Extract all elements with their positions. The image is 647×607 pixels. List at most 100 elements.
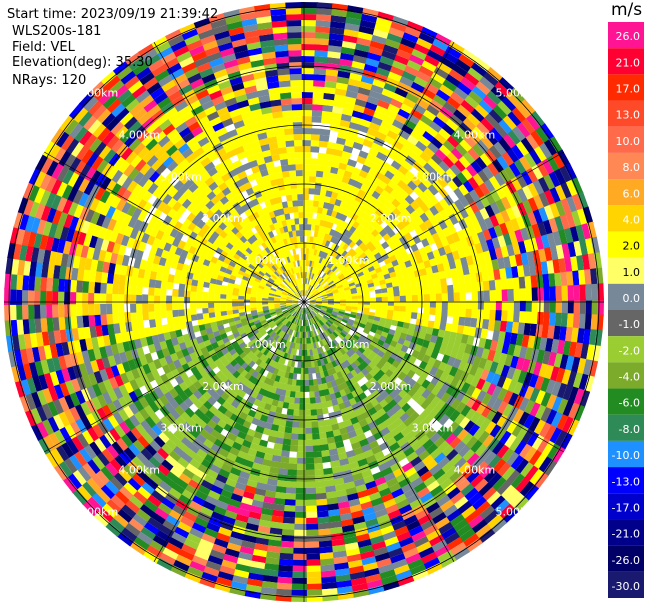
radar-gate — [302, 278, 304, 284]
radar-gate — [461, 465, 476, 480]
radar-gate — [260, 507, 274, 516]
radar-gate — [320, 401, 328, 409]
radar-gate — [92, 346, 102, 360]
radar-gate — [299, 230, 304, 237]
radar-gate — [339, 331, 347, 338]
radar-gate — [136, 346, 145, 358]
radar-gate — [158, 221, 169, 233]
radar-gate — [309, 304, 315, 308]
radar-gate — [290, 577, 307, 584]
radar-gate — [216, 35, 233, 47]
radar-gate — [302, 98, 314, 105]
radar-gate — [173, 275, 181, 284]
radar-gate — [304, 379, 310, 386]
radar-gate — [132, 206, 143, 220]
radar-gate — [242, 79, 257, 89]
radar-gate — [284, 327, 290, 334]
radar-gate — [289, 62, 303, 69]
radar-gate — [315, 402, 322, 410]
radar-gate — [276, 400, 284, 408]
radar-gate — [319, 319, 325, 326]
radar-gate — [108, 475, 124, 491]
radar-gate — [292, 415, 300, 422]
radar-gate — [212, 505, 227, 516]
radar-gate — [346, 559, 363, 569]
radar-gate — [429, 121, 443, 134]
radar-gate — [314, 480, 326, 488]
radar-gate — [319, 444, 329, 452]
radar-gate — [304, 373, 309, 380]
radar-gate — [74, 403, 86, 419]
radar-gate — [329, 33, 345, 41]
radar-gate — [274, 295, 281, 299]
radar-gate — [198, 274, 206, 282]
radar-gate — [226, 302, 233, 307]
radar-gate — [287, 360, 293, 367]
radar-gate — [518, 346, 528, 360]
radar-gate — [236, 430, 247, 440]
radar-gate — [143, 459, 158, 473]
radar-gate — [375, 216, 385, 226]
radar-gate — [302, 307, 304, 314]
radar-gate — [270, 99, 283, 107]
radar-gate — [100, 238, 110, 252]
radar-gate — [365, 57, 381, 68]
radar-gate — [536, 349, 546, 365]
radar-gate — [133, 387, 144, 400]
radar-gate — [240, 11, 258, 21]
radar-gate — [394, 452, 407, 463]
radar-gate — [263, 155, 274, 164]
radar-gate — [265, 484, 277, 492]
radar-gate — [184, 115, 199, 127]
radar-gate — [359, 226, 368, 235]
radar-gate — [280, 317, 287, 323]
radar-gate — [381, 580, 400, 592]
radar-gate — [200, 532, 216, 544]
radar-gate — [218, 41, 235, 52]
radar-gate — [416, 312, 424, 321]
radar-gate — [112, 512, 129, 528]
radar-gate — [298, 284, 301, 291]
radar-gate — [97, 126, 112, 142]
radar-gate — [234, 513, 249, 523]
radar-gate — [290, 583, 307, 590]
radar-gate — [324, 425, 333, 433]
radar-gate — [52, 276, 60, 292]
radar-gate — [68, 453, 83, 470]
radar-gate — [155, 419, 167, 432]
radar-gate — [350, 362, 358, 370]
radar-gate — [500, 448, 515, 464]
radar-gate — [539, 377, 551, 394]
radar-gate — [162, 214, 173, 226]
radar-gate — [160, 231, 170, 243]
radar-gate — [358, 438, 369, 448]
radar-gate — [486, 437, 500, 453]
radar-gate — [203, 453, 216, 464]
radar-gate — [427, 356, 437, 367]
radar-gate — [428, 463, 442, 477]
radar-gate — [90, 491, 107, 508]
radar-gate — [315, 269, 321, 276]
radar-gate — [590, 314, 598, 332]
radar-gate — [174, 477, 189, 490]
radar-gate — [263, 274, 270, 280]
radar-gate — [460, 334, 469, 345]
radar-gate — [16, 363, 27, 381]
radar-gate — [306, 343, 310, 350]
radar-gate — [307, 306, 312, 312]
radar-gate — [296, 445, 306, 452]
radar-gate — [327, 319, 334, 325]
radar-gate — [274, 292, 282, 296]
radar-gate — [312, 104, 324, 111]
radar-gate — [135, 89, 152, 104]
radar-gate — [250, 108, 264, 117]
radar-gate — [176, 335, 185, 344]
radar-gate — [304, 421, 312, 428]
radar-gate — [385, 477, 399, 488]
radar-gate — [87, 371, 98, 386]
radar-gate — [359, 334, 367, 341]
radar-gate — [324, 394, 332, 402]
radar-gate — [238, 444, 250, 454]
radar-gate — [350, 583, 368, 593]
radar-gate — [106, 282, 113, 294]
